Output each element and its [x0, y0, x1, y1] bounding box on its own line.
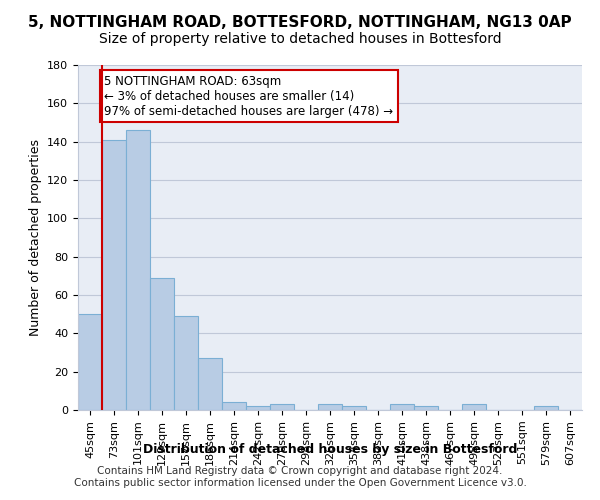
Bar — [198, 358, 222, 410]
Bar — [534, 406, 558, 410]
Bar — [270, 404, 294, 410]
Bar — [126, 130, 150, 410]
Text: 5, NOTTINGHAM ROAD, BOTTESFORD, NOTTINGHAM, NG13 0AP: 5, NOTTINGHAM ROAD, BOTTESFORD, NOTTINGH… — [28, 15, 572, 30]
Bar — [102, 140, 126, 410]
Bar — [318, 404, 342, 410]
Bar — [390, 404, 414, 410]
Text: Contains HM Land Registry data © Crown copyright and database right 2024.
Contai: Contains HM Land Registry data © Crown c… — [74, 466, 526, 487]
Bar — [462, 404, 486, 410]
Bar — [150, 278, 174, 410]
Text: 5 NOTTINGHAM ROAD: 63sqm
← 3% of detached houses are smaller (14)
97% of semi-de: 5 NOTTINGHAM ROAD: 63sqm ← 3% of detache… — [104, 74, 394, 118]
Text: Distribution of detached houses by size in Bottesford: Distribution of detached houses by size … — [143, 442, 517, 456]
Bar — [342, 406, 366, 410]
Bar — [246, 406, 270, 410]
Text: Size of property relative to detached houses in Bottesford: Size of property relative to detached ho… — [98, 32, 502, 46]
Bar — [414, 406, 438, 410]
Bar — [222, 402, 246, 410]
Bar — [78, 314, 102, 410]
Y-axis label: Number of detached properties: Number of detached properties — [29, 139, 41, 336]
Bar — [174, 316, 198, 410]
